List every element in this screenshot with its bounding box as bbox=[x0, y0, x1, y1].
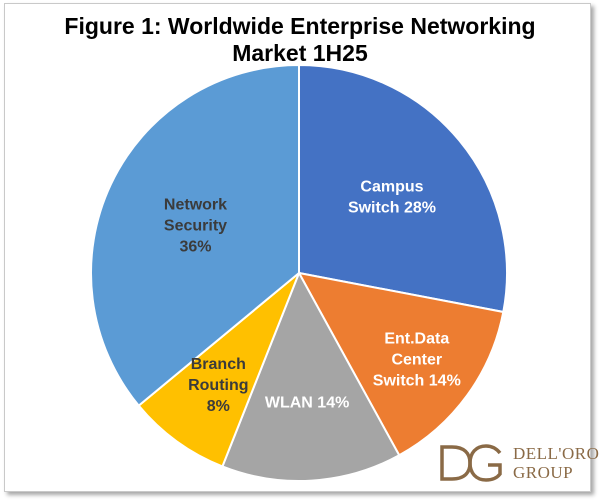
pie-label-ent-data-center-switch: Ent.Data Center Switch 14% bbox=[373, 331, 461, 390]
logo-text-line-2: GROUP bbox=[513, 463, 574, 482]
dell-oro-monogram-icon bbox=[440, 444, 502, 482]
pie-slice-campus-switch bbox=[298, 63, 508, 314]
pie-label-network-security: Network Security 36% bbox=[164, 196, 227, 255]
pie-slice-network-security bbox=[90, 63, 300, 407]
pie-slices bbox=[90, 63, 508, 482]
chart-title-line-1: Figure 1: Worldwide Enterprise Networkin… bbox=[64, 13, 536, 39]
pie-slice-wlan bbox=[221, 270, 401, 482]
pie-label-branch-routing: Branch Routing 8% bbox=[188, 356, 248, 415]
pie-slice-branch-routing bbox=[137, 272, 300, 468]
pie-slice-ent-data-center-switch bbox=[297, 271, 505, 457]
pie-labels: Campus Switch 28% Ent.Data Center Switch 14%… bbox=[164, 179, 461, 415]
pie-label-wlan: WLAN 14% bbox=[265, 395, 349, 412]
chart-title-line-2: Market 1H25 bbox=[232, 40, 368, 66]
chart-title: Figure 1: Worldwide Enterprise Networkin… bbox=[0, 13, 600, 67]
dell-oro-group-logo: DELL'ORO GROUP bbox=[436, 441, 599, 485]
logo-text-line-1: DELL'ORO bbox=[513, 444, 600, 463]
pie-label-campus-switch: Campus Switch 28% bbox=[348, 179, 436, 217]
